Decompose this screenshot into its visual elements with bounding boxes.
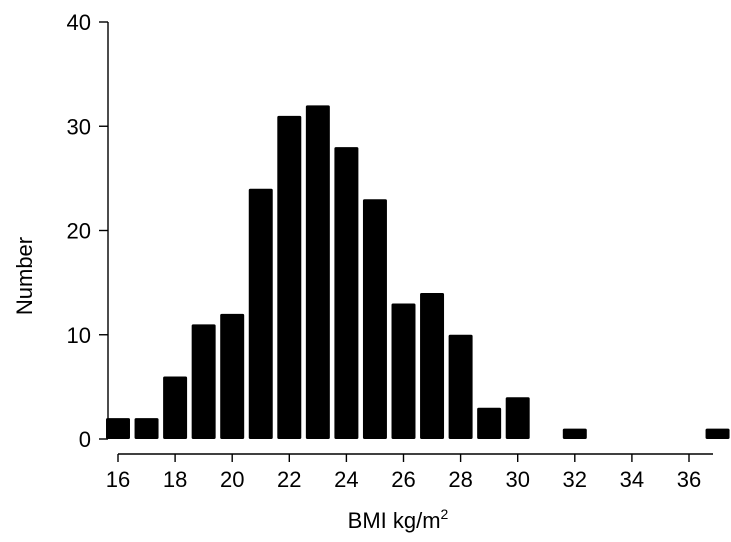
y-axis-ticks: 0 10 20 30 40 [67,10,108,452]
bar-24 [334,147,359,439]
x-tick-label-22: 22 [277,467,301,492]
bar-20 [220,313,245,439]
x-axis-title-superscript: 2 [441,506,449,522]
y-axis-title: Number [12,237,37,315]
bar-26 [391,303,416,439]
y-tick-label-30: 30 [67,114,91,139]
bar-37 [705,428,730,439]
bar-28 [448,334,473,439]
bar-25 [362,199,387,439]
bar-21 [248,188,273,439]
y-tick-label-10: 10 [67,323,91,348]
bar-17 [134,418,159,439]
x-tick-label-24: 24 [334,467,358,492]
x-tick-label-34: 34 [620,467,644,492]
bar-19 [191,324,216,439]
x-axis-title-text: BMI kg/m [348,508,441,533]
x-axis-title: BMI kg/m2 [348,506,449,533]
bar-29 [477,407,502,439]
bar-16 [106,418,130,439]
bar-18 [163,376,188,439]
x-tick-label-36: 36 [677,467,701,492]
bar-32 [562,428,587,439]
x-tick-label-16: 16 [106,467,130,492]
x-tick-label-28: 28 [448,467,472,492]
x-tick-label-30: 30 [505,467,529,492]
y-tick-label-20: 20 [67,219,91,244]
bars-group [106,105,730,440]
bar-30 [505,397,530,439]
x-tick-label-26: 26 [391,467,415,492]
x-axis-ticks: 16 18 20 22 24 26 28 30 32 34 36 [106,454,701,492]
bar-22 [277,115,302,439]
bar-23 [305,105,330,440]
x-tick-label-18: 18 [163,467,187,492]
bar-27 [420,293,445,439]
y-tick-label-40: 40 [67,10,91,35]
y-tick-label-0: 0 [79,427,91,452]
x-tick-label-20: 20 [220,467,244,492]
x-tick-label-32: 32 [563,467,587,492]
